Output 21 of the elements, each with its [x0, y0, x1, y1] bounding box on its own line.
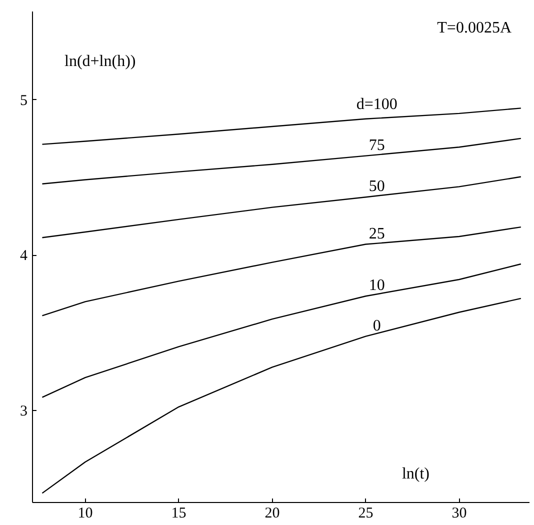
x-tick-label: 10 — [78, 506, 93, 522]
series-label: 75 — [368, 136, 385, 154]
text: T=0.0025A — [437, 20, 512, 36]
x-tick-label: 20 — [264, 506, 280, 522]
series-label: 25 — [368, 225, 385, 242]
y-tick-label: 3 — [20, 403, 28, 420]
series-label: 0 — [372, 317, 381, 334]
series-label: d=100 — [356, 96, 398, 113]
line-series — [42, 226, 522, 316]
y-tick-label: 4 — [20, 248, 28, 264]
x-tick-label: 30 — [452, 506, 467, 522]
line-series — [42, 298, 522, 494]
series-label: 50 — [368, 178, 385, 196]
series-label: 10 — [368, 277, 385, 294]
x-tick-label: 15 — [171, 506, 186, 522]
y-axis-title: ln(d+ln(h)) — [64, 53, 136, 70]
line-series — [42, 263, 522, 398]
y-tick-label: 5 — [20, 92, 28, 109]
x-axis-title: ln(t) — [402, 466, 430, 482]
x-tick-label: 25 — [358, 506, 374, 522]
line-series — [42, 176, 522, 238]
